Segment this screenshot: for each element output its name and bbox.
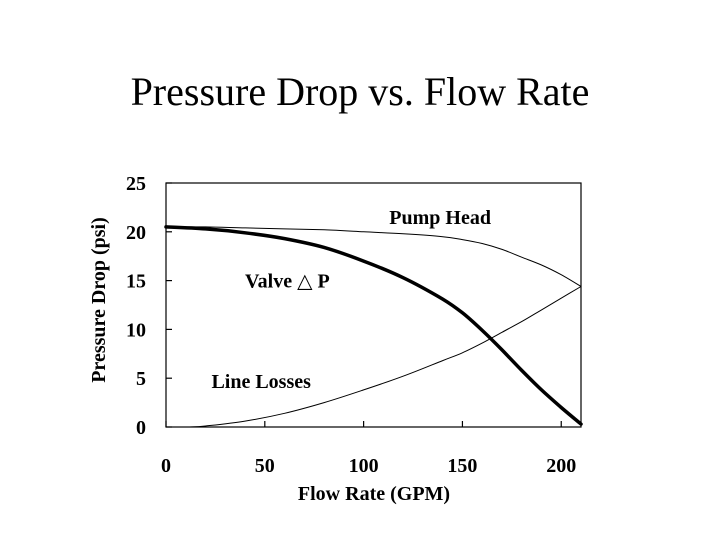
- slide-title: Pressure Drop vs. Flow Rate: [130, 69, 590, 114]
- series-annotation-line-losses: Line Losses: [211, 371, 311, 393]
- y-tick-label: 5: [136, 368, 146, 390]
- series-line-valve-p: [164, 225, 583, 426]
- series-annotation-valve-p: Valve △ P: [245, 271, 330, 293]
- x-ticks: 0 50 100 150 200: [161, 421, 576, 477]
- x-tick-label: 50: [255, 455, 275, 477]
- y-tick-label: 0: [136, 417, 146, 439]
- y-tick-label: 10: [126, 319, 146, 341]
- y-tick-label: 20: [126, 222, 146, 244]
- y-tick-label: 15: [126, 271, 146, 293]
- series-layer: [164, 225, 583, 428]
- x-tick-label: 100: [349, 455, 379, 477]
- x-axis-label: Flow Rate (GPM): [298, 483, 450, 505]
- x-tick-label: 150: [447, 455, 477, 477]
- y-axis-label: Pressure Drop (psi): [88, 217, 110, 383]
- series-annotation-pump-head: Pump Head: [389, 207, 491, 229]
- x-tick-label: 200: [546, 455, 576, 477]
- x-tick-label: 0: [161, 455, 171, 477]
- plot-frame: [165, 182, 582, 428]
- y-ticks: 0 5 10 15 20 25: [126, 173, 172, 439]
- series-line-line-losses: [189, 286, 582, 428]
- annotations: Pump Head Valve △ P Line Losses: [211, 207, 491, 393]
- y-tick-label: 25: [126, 173, 146, 195]
- series-line-pump-head: [165, 226, 582, 287]
